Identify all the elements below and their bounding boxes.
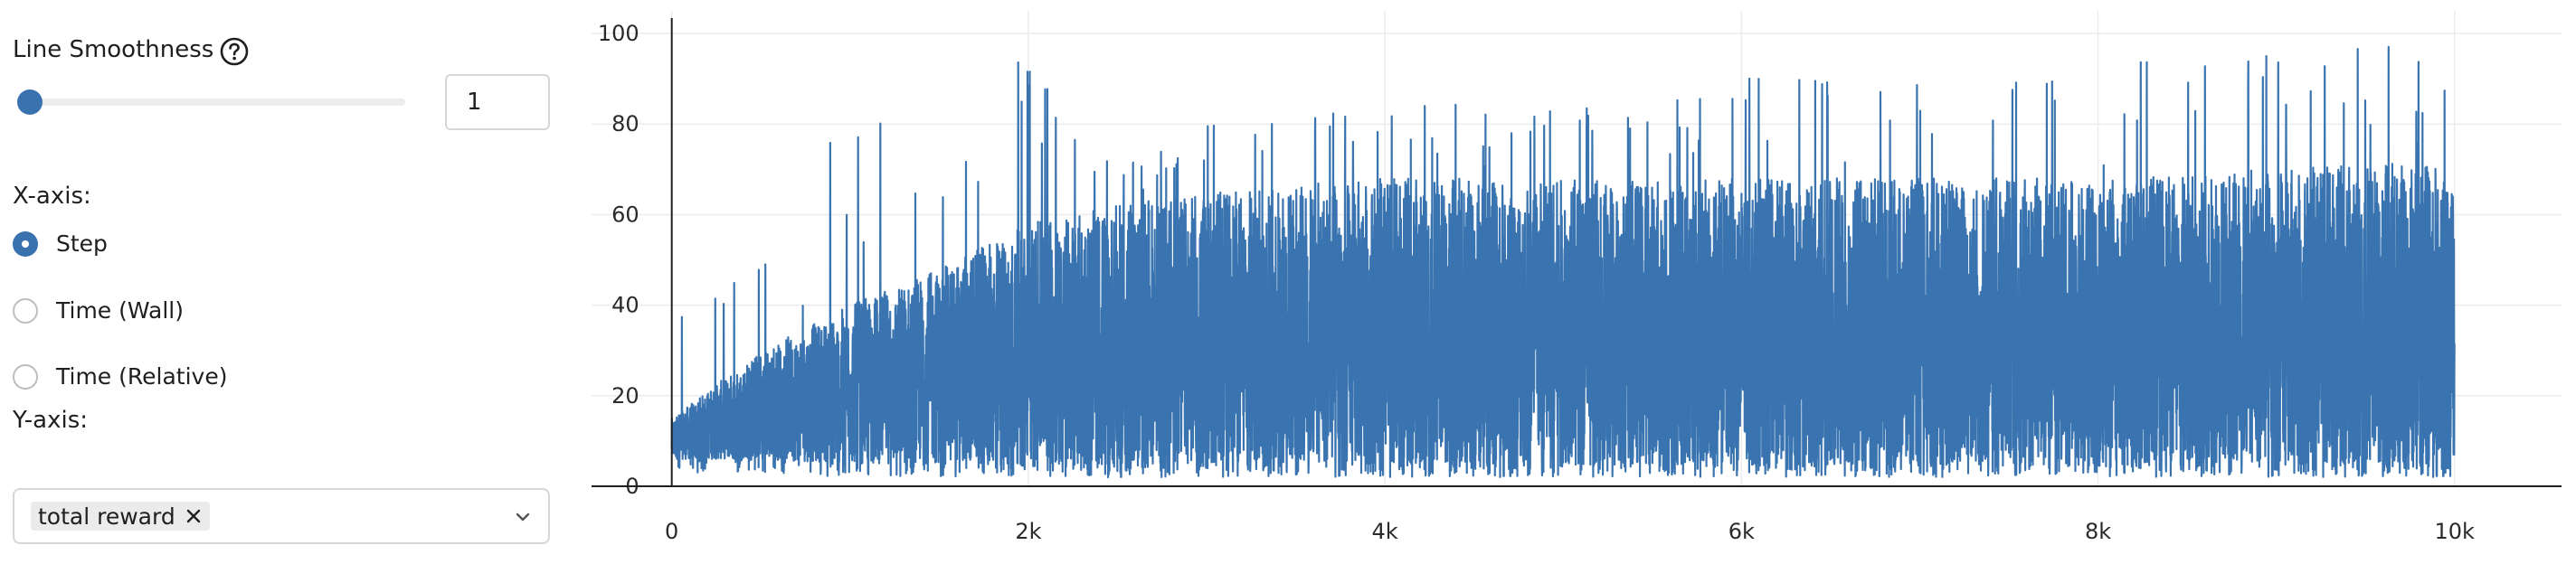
yaxis-selected-tag: total reward (31, 502, 210, 531)
y-tick-label: 20 (611, 383, 639, 409)
question-circle-icon[interactable] (219, 36, 250, 67)
smoothing-slider-track[interactable] (27, 99, 405, 106)
x-tick-label: 2k (1015, 519, 1041, 544)
y-tick-label: 100 (598, 21, 639, 46)
series-total-reward-line (670, 45, 2456, 479)
radio-time-wall[interactable] (13, 298, 38, 324)
x-tick-label: 6k (1728, 519, 1755, 544)
yaxis-label: Y-axis: (13, 407, 89, 434)
smoothing-input[interactable] (445, 74, 550, 130)
smoothing-label: Line Smoothness (13, 36, 214, 63)
y-tick-label: 80 (611, 111, 639, 136)
x-tick-label: 8k (2085, 519, 2111, 544)
radio-step-label[interactable]: Step (56, 230, 108, 257)
x-tick-label: 4k (1372, 519, 1398, 544)
yaxis-selected-tag-label: total reward (38, 503, 175, 530)
radio-time-relative[interactable] (13, 364, 38, 390)
radio-step[interactable] (13, 231, 38, 257)
controls-panel: Line Smoothness X-axis: Step Time (Wall)… (0, 0, 579, 564)
chevron-down-icon[interactable] (514, 508, 532, 526)
x-tick-label: 10k (2435, 519, 2476, 544)
y-tick-label: 60 (611, 202, 639, 227)
y-tick-label: 40 (611, 293, 639, 318)
yaxis-select[interactable]: total reward (13, 488, 550, 544)
smoothing-slider-thumb[interactable] (17, 89, 43, 115)
xaxis-label: X-axis: (13, 183, 91, 210)
radio-time-wall-label[interactable]: Time (Wall) (56, 297, 184, 324)
radio-time-relative-label[interactable]: Time (Relative) (56, 363, 228, 390)
x-tick-label: 0 (665, 519, 678, 544)
close-icon[interactable] (185, 507, 203, 525)
